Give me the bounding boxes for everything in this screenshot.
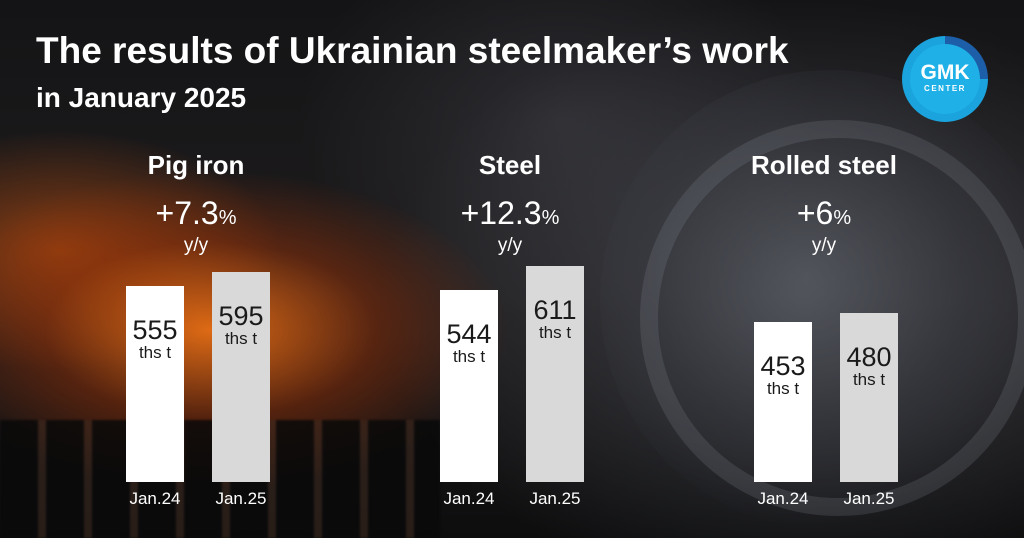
bar-jan-25 [840,313,898,482]
chart-title: Steel [478,150,542,180]
gmk-center-logo: GMK CENTER [902,36,988,122]
bar-jan-24 [754,322,812,482]
bar-value-label: 544 [446,319,492,349]
bar-unit-label: ths t [766,379,800,398]
bar-value-label: 611 [533,295,577,325]
bar-value-label: 595 [218,301,264,331]
bar-jan-25 [526,266,584,482]
bar-unit-label: ths t [138,343,172,362]
growth-value: +6% [674,195,974,236]
bar-jan-24 [440,290,498,482]
growth-value: +12.3% [360,195,660,236]
bar-unit-label: ths t [452,347,486,366]
bar-value-label: 480 [846,342,892,372]
growth-value: +7.3% [46,195,346,236]
logo-text-sub: CENTER [924,84,966,93]
page-title: The results of Ukrainian steelmaker’s wo… [36,30,789,71]
bar-unit-label: ths t [224,329,258,348]
page-subtitle: in January 2025 [36,82,247,113]
growth-number: +12.3 [460,195,542,231]
x-tick-label: Jan.24 [129,489,181,508]
growth-label: y/y [811,235,837,256]
logo-inner-circle: GMK CENTER [910,44,980,114]
growth-number: +6 [796,195,834,231]
growth-label: y/y [183,235,209,256]
growth-percent-sign: % [833,207,852,229]
logo-text-main: GMK [920,61,970,84]
bar-unit-label: ths t [852,370,886,389]
x-tick-label: Jan.25 [215,489,267,508]
x-tick-label: Jan.24 [443,489,495,508]
growth-label: y/y [497,235,523,256]
bar-jan-24 [126,286,184,482]
bar-value-label: 453 [760,351,806,381]
growth-number: +7.3 [155,195,219,231]
bar-jan-25 [212,272,270,482]
chart-title: Pig iron [147,150,245,180]
bar-unit-label: ths t [538,323,572,342]
chart-title: Rolled steel [751,150,897,180]
growth-percent-sign: % [218,207,237,229]
x-tick-label: Jan.25 [529,489,581,508]
chart-pig-iron: Pig iron +7.3% y/y 555 ths t Jan.24 595 ths … [46,150,346,520]
x-tick-label: Jan.24 [757,489,809,508]
bar-value-label: 555 [132,315,178,345]
x-tick-label: Jan.25 [843,489,895,508]
growth-percent-sign: % [541,207,560,229]
